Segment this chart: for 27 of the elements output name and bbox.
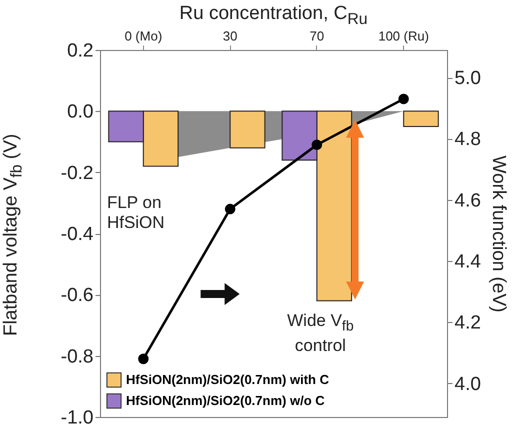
y-tick-label: -0.2 [60,162,94,184]
y-tick-label: -0.8 [60,346,94,368]
y-tick-label: 0.2 [67,40,94,62]
x-tick-label: 30 [222,28,238,44]
y2-axis-title: Work function (eV) [488,156,509,312]
legend-label: HfSiON(2nm)/SiO2(0.7nm) with C [126,372,330,387]
x-tick-label: 0 (Mo) [124,28,162,44]
point [138,354,149,364]
point [224,204,236,214]
x-tick-label: 70 [310,28,324,44]
annotation: Wide V$_{fb}$ control [286,310,355,356]
y2-tick-label: 4.4 [454,252,482,273]
y2-tick-label: 4.2 [454,312,481,334]
y-tick-label: 0.0 [67,102,94,123]
annotation: FLP on HfSiON [106,193,166,234]
y2-tick-label: 4.8 [454,129,481,150]
x-tick-label: 100 (Ru) [378,28,429,44]
legend-label: HfSiON(2nm)/SiO2(0.7nm) w/o C [126,393,326,408]
y2-tick-label: 5.0 [454,68,481,90]
point [312,140,322,150]
y2-tick-label: 4.6 [454,190,481,212]
y-tick-label: -0.4 [60,224,94,245]
y-tick-label: -1.0 [60,408,94,428]
y-tick-label: -0.6 [60,285,94,306]
point [398,94,409,104]
y2-tick-label: 4.0 [454,374,481,395]
x-axis-title: Ru concentration, C$_{Ru}$ [178,3,369,30]
